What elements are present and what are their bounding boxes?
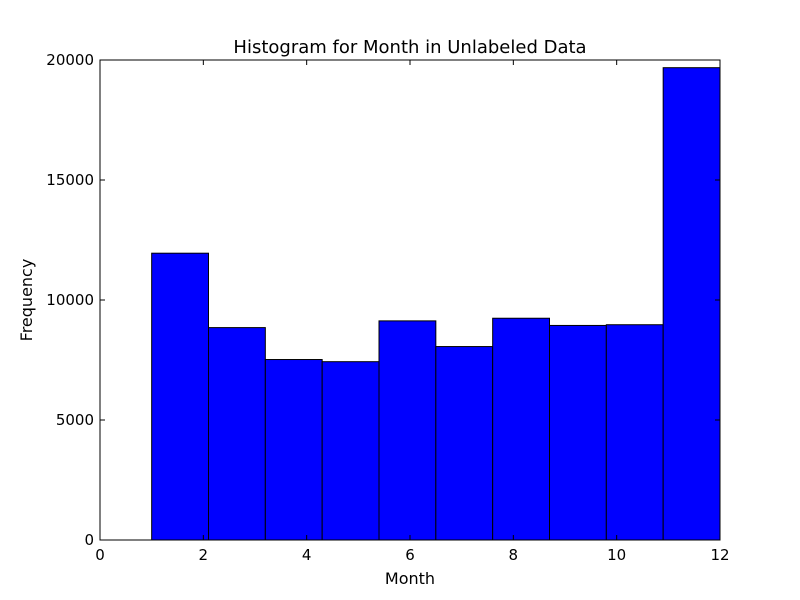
- histogram-bar-2: [208, 327, 266, 541]
- x-tick-label: 2: [199, 546, 209, 564]
- histogram-bar-10: [662, 67, 721, 541]
- y-tick-label: 20000: [46, 51, 94, 69]
- ticks-group: 0 2 4 6 8 10 12 0 5000 10000 15000 20000: [46, 51, 729, 564]
- chart-title: Histogram for Month in Unlabeled Data: [233, 37, 586, 58]
- x-tick-label: 12: [710, 546, 729, 564]
- histogram-bar-4: [321, 361, 380, 541]
- histogram-bar-1: [151, 252, 210, 541]
- y-tick-label: 5000: [56, 411, 94, 429]
- x-tick-label: 4: [302, 546, 312, 564]
- x-tick-label: 6: [405, 546, 415, 564]
- x-tick-label: 0: [95, 546, 105, 564]
- y-tick-label: 0: [84, 531, 94, 549]
- histogram-bar-5: [378, 320, 437, 541]
- histogram-bar-7: [492, 317, 550, 541]
- histogram-bar-6: [435, 346, 494, 541]
- y-axis-label: Frequency: [17, 259, 36, 342]
- y-tick-label: 10000: [46, 291, 94, 309]
- histogram-bar-9: [605, 324, 664, 541]
- histogram-bar-3: [264, 359, 323, 541]
- y-tick-label: 15000: [46, 171, 94, 189]
- x-axis-label: Month: [385, 569, 435, 588]
- x-tick-label: 8: [509, 546, 519, 564]
- bars-group: [151, 67, 721, 541]
- histogram-bar-8: [549, 324, 607, 541]
- x-tick-label: 10: [607, 546, 626, 564]
